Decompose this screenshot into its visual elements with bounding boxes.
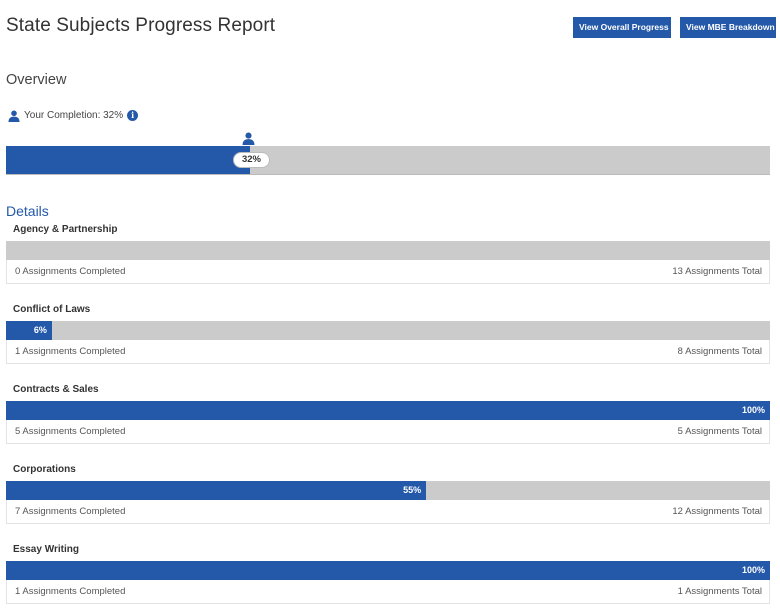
overall-progress-bar [6, 146, 770, 175]
subject-progress-bar: 6% [6, 321, 770, 340]
your-completion: Your Completion: 32% i [8, 109, 139, 122]
subject-footer: 0 Assignments Completed 13 Assignments T… [6, 260, 770, 284]
view-mbe-breakdown-button[interactable]: View MBE Breakdown [680, 17, 776, 38]
view-overall-progress-button[interactable]: View Overall Progress [573, 17, 671, 38]
subject-footer: 1 Assignments Completed 8 Assignments To… [6, 340, 770, 364]
subject-progress-bar: 55% [6, 481, 770, 500]
assignments-completed: 1 Assignments Completed [15, 586, 126, 597]
subject-footer: 1 Assignments Completed 1 Assignments To… [6, 580, 770, 604]
subject-footer: 5 Assignments Completed 5 Assignments To… [6, 420, 770, 444]
subject-name: Conflict of Laws [13, 304, 91, 315]
details-heading: Details [6, 203, 49, 219]
subject-name: Essay Writing [13, 544, 79, 555]
subject-percent-label: 100% [741, 565, 765, 575]
subject-name: Contracts & Sales [13, 384, 99, 395]
assignments-completed: 0 Assignments Completed [15, 266, 126, 277]
assignments-total: 1 Assignments Total [677, 586, 762, 597]
assignments-total: 8 Assignments Total [677, 346, 762, 357]
subject-progress-fill [6, 401, 770, 420]
assignments-total: 12 Assignments Total [672, 506, 762, 517]
subject-percent-label: 55% [403, 485, 422, 495]
user-icon [8, 110, 20, 122]
subject-progress-fill [6, 321, 52, 340]
subject-name: Agency & Partnership [13, 224, 118, 235]
assignments-total: 13 Assignments Total [672, 266, 762, 277]
overall-progress-fill [6, 146, 251, 174]
subject-name: Corporations [13, 464, 76, 475]
subject-progress-bar: 100% [6, 401, 770, 420]
subject-progress-bar: 100% [6, 561, 770, 580]
overview-heading: Overview [6, 72, 67, 88]
completion-label: Your Completion: 32% [24, 110, 124, 121]
assignments-completed: 7 Assignments Completed [15, 506, 126, 517]
page-title: State Subjects Progress Report [6, 15, 276, 36]
subject-percent-label: 100% [741, 405, 765, 415]
assignments-completed: 5 Assignments Completed [15, 426, 126, 437]
assignments-total: 5 Assignments Total [677, 426, 762, 437]
subject-progress-fill [6, 561, 770, 580]
subject-progress-fill [6, 481, 427, 500]
subject-footer: 7 Assignments Completed 12 Assignments T… [6, 500, 770, 524]
info-icon[interactable]: i [127, 110, 139, 121]
overall-progress-bubble: 32% [233, 152, 270, 168]
subject-progress-bar [6, 241, 770, 260]
assignments-completed: 1 Assignments Completed [15, 346, 126, 357]
user-marker-icon [242, 132, 255, 145]
subject-percent-label: 6% [33, 325, 47, 335]
